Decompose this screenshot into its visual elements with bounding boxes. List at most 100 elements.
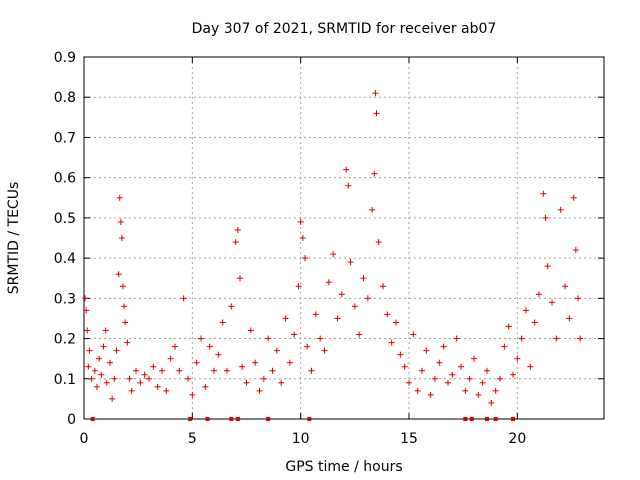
data-point: [369, 206, 376, 213]
data-point: [475, 391, 482, 398]
data-point: [549, 299, 555, 306]
y-axis-label: SRMTID / TECUs: [6, 182, 22, 295]
data-point: [189, 391, 196, 398]
data-point: [423, 347, 430, 354]
data-point: [185, 375, 191, 382]
data-point: [176, 367, 183, 374]
data-point: [215, 351, 222, 358]
data-point: [419, 367, 425, 374]
data-point: [492, 387, 499, 394]
data-point: [360, 275, 367, 282]
data-point: [321, 347, 328, 354]
data-point: [295, 283, 302, 290]
x-tick-label: 10: [292, 431, 310, 447]
data-point: [180, 295, 187, 302]
data-point: [265, 335, 272, 342]
data-point: [122, 319, 129, 326]
data-point: [117, 218, 124, 225]
data-point: [88, 375, 95, 382]
data-point: [239, 363, 246, 370]
data-point: [531, 319, 538, 326]
data-point: [308, 367, 315, 374]
data-point: [432, 375, 438, 382]
axis-marker: [235, 417, 240, 421]
axis-marker: [90, 417, 95, 421]
data-point: [121, 303, 128, 310]
data-point: [278, 379, 285, 386]
data-point: [557, 206, 564, 213]
data-point: [291, 331, 298, 338]
data-point: [133, 367, 139, 374]
data-point: [414, 387, 421, 394]
data-point: [224, 367, 230, 374]
x-axis-label: GPS time / hours: [285, 459, 402, 475]
data-point: [572, 247, 579, 254]
data-point: [462, 387, 469, 394]
data-point: [86, 347, 93, 354]
axis-marker: [493, 417, 498, 421]
data-point: [282, 315, 289, 322]
x-tick-label: 20: [508, 431, 526, 447]
x-tick-label: 5: [188, 431, 197, 447]
axis-marker: [188, 417, 193, 421]
data-point: [566, 315, 573, 322]
data-point: [84, 327, 91, 334]
y-tick-label: 0.5: [54, 211, 76, 227]
data-point: [247, 327, 254, 334]
data-point: [302, 255, 308, 262]
data-point: [159, 367, 165, 374]
data-point: [518, 335, 525, 342]
data-point: [471, 355, 477, 362]
data-point: [345, 182, 352, 189]
data-point: [116, 194, 123, 201]
axis-marker: [469, 417, 474, 421]
data-point: [126, 375, 133, 382]
data-point: [91, 367, 98, 374]
axis-marker: [307, 417, 312, 421]
data-point: [206, 343, 213, 350]
data-point: [536, 291, 542, 298]
data-point: [540, 190, 547, 197]
data-point: [243, 379, 250, 386]
data-point: [94, 383, 100, 390]
data-point: [440, 343, 447, 350]
data-point: [273, 347, 280, 354]
grid-lines: [84, 57, 604, 419]
data-point: [304, 343, 311, 350]
data-point: [228, 303, 235, 310]
data-point: [83, 307, 90, 314]
data-point: [96, 355, 103, 362]
data-point: [167, 355, 174, 362]
data-point: [401, 363, 408, 370]
data-point: [514, 355, 521, 362]
data-point: [118, 235, 125, 241]
axis-marker: [511, 417, 515, 421]
data-point: [575, 295, 581, 302]
data-point: [137, 379, 144, 386]
data-point: [286, 359, 293, 366]
y-tick-label: 0.9: [54, 50, 76, 66]
data-point: [312, 311, 319, 318]
data-point: [347, 259, 354, 266]
data-point: [479, 379, 486, 386]
y-tick-label: 0.1: [54, 372, 76, 388]
data-point: [466, 375, 473, 382]
data-point: [141, 371, 148, 378]
data-point: [113, 347, 120, 354]
data-point: [115, 271, 122, 278]
data-point: [82, 295, 89, 302]
axis-marker: [485, 417, 489, 421]
data-point: [356, 331, 363, 338]
data-point: [397, 351, 404, 358]
data-point: [202, 383, 209, 390]
data-point: [527, 363, 534, 370]
axis-marker: [266, 417, 271, 421]
data-point: [103, 379, 110, 386]
data-points: [82, 90, 584, 406]
y-tick-label: 0.4: [54, 251, 76, 267]
data-point: [373, 110, 380, 117]
data-point: [98, 371, 105, 378]
data-point: [120, 283, 126, 290]
y-tick-label: 0.8: [54, 90, 76, 106]
